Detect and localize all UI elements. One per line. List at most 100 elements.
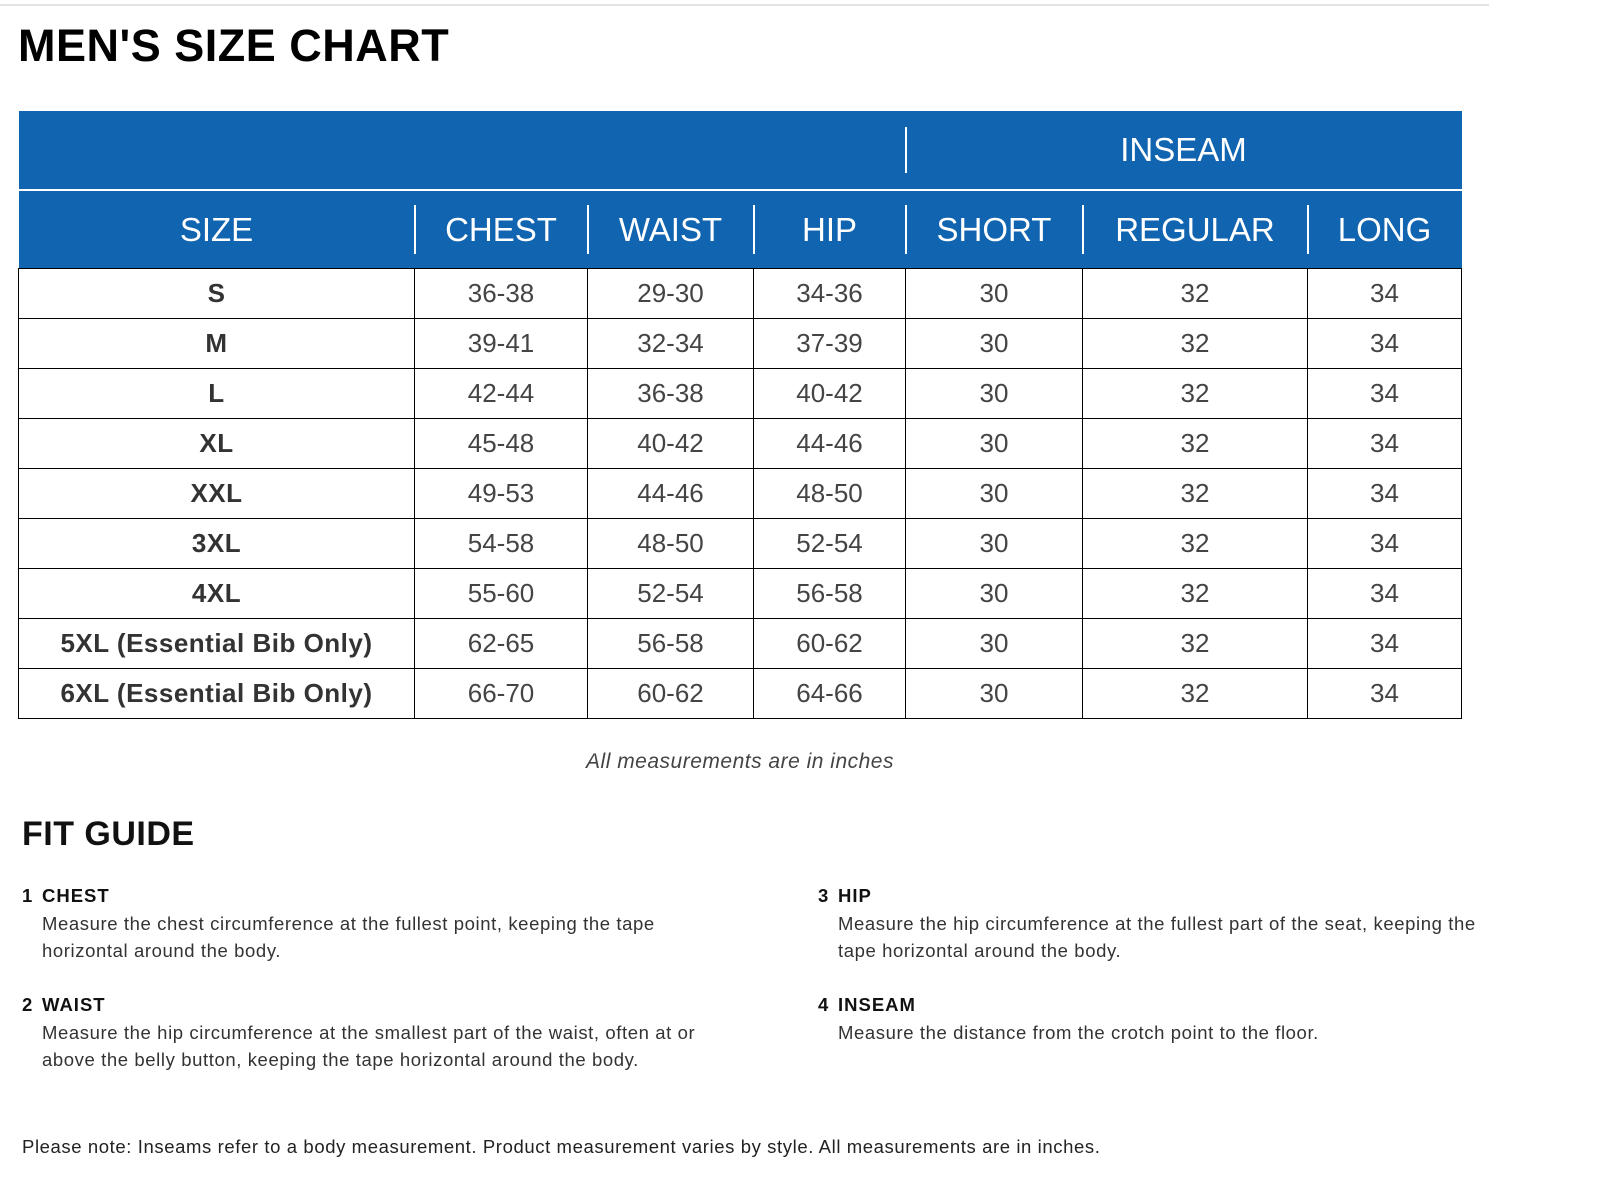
fit-guide-title: FIT GUIDE: [22, 815, 195, 853]
cell-size: 4XL: [18, 568, 415, 619]
cell-short: 30: [905, 318, 1083, 369]
cell-waist: 56-58: [587, 618, 754, 669]
group-header-row: INSEAM: [18, 111, 1462, 190]
cell-regular: 32: [1082, 418, 1308, 469]
fit-item-inseam: 4 INSEAM Measure the distance from the cr…: [818, 994, 1538, 1046]
cell-chest: 55-60: [414, 568, 588, 619]
fit-item-text: Measure the hip circumference at the sma…: [42, 1022, 696, 1043]
top-divider: [0, 4, 1489, 6]
table-row: XXL 49-53 44-46 48-50 30 32 34: [18, 468, 1463, 519]
cell-waist: 36-38: [587, 368, 754, 419]
cell-hip: 37-39: [753, 318, 906, 369]
cell-hip: 34-36: [753, 268, 906, 319]
cell-size: 5XL (Essential Bib Only): [18, 618, 415, 669]
cell-short: 30: [905, 568, 1083, 619]
cell-chest: 42-44: [414, 368, 588, 419]
cell-size: 3XL: [18, 518, 415, 569]
cell-short: 30: [905, 618, 1083, 669]
cell-size: XL: [18, 418, 415, 469]
table-row: 3XL 54-58 48-50 52-54 30 32 34: [18, 518, 1463, 569]
cell-hip: 64-66: [753, 668, 906, 719]
table-row: XL 45-48 40-42 44-46 30 32 34: [18, 418, 1463, 469]
cell-chest: 54-58: [414, 518, 588, 569]
column-header-regular: REGULAR: [1081, 189, 1308, 269]
table-row: S 36-38 29-30 34-36 30 32 34: [18, 268, 1463, 319]
cell-waist: 52-54: [587, 568, 754, 619]
table-row: M 39-41 32-34 37-39 30 32 34: [18, 318, 1463, 369]
cell-short: 30: [905, 468, 1083, 519]
table-row: 4XL 55-60 52-54 56-58 30 32 34: [18, 568, 1463, 619]
fit-item-text: tape horizontal around the body.: [838, 940, 1122, 961]
cell-regular: 32: [1082, 568, 1308, 619]
cell-hip: 56-58: [753, 568, 906, 619]
cell-hip: 52-54: [753, 518, 906, 569]
cell-regular: 32: [1082, 468, 1308, 519]
fit-item-text: horizontal around the body.: [42, 940, 282, 961]
cell-chest: 62-65: [414, 618, 588, 669]
fit-item-waist: 2 WAIST Measure the hip circumference at …: [22, 994, 742, 1073]
fit-item-label: INSEAM: [838, 994, 916, 1015]
fit-item-chest: 1 CHEST Measure the chest circumference a…: [22, 885, 742, 964]
fit-item-text: above the belly button, keeping the tape…: [42, 1049, 639, 1070]
cell-waist: 48-50: [587, 518, 754, 569]
cell-regular: 32: [1082, 668, 1308, 719]
cell-short: 30: [905, 268, 1083, 319]
fit-item-number: 3: [818, 885, 830, 906]
cell-regular: 32: [1082, 368, 1308, 419]
page-title: MEN'S SIZE CHART: [18, 20, 450, 71]
cell-size: 6XL (Essential Bib Only): [18, 668, 415, 719]
cell-long: 34: [1306, 318, 1463, 369]
cell-regular: 32: [1082, 518, 1308, 569]
cell-size: M: [18, 318, 415, 369]
fit-item-number: 2: [22, 994, 34, 1015]
cell-hip: 44-46: [753, 418, 906, 469]
cell-chest: 36-38: [414, 268, 588, 319]
fit-item-label: CHEST: [42, 885, 110, 906]
measurement-note: All measurements are in inches: [586, 750, 894, 773]
cell-waist: 40-42: [587, 418, 754, 469]
cell-size: S: [18, 268, 415, 319]
cell-long: 34: [1306, 518, 1463, 569]
table-row: 6XL (Essential Bib Only) 66-70 60-62 64-66 3…: [18, 668, 1463, 719]
fit-item-label: HIP: [838, 885, 872, 906]
cell-long: 34: [1306, 468, 1463, 519]
column-header-size: SIZE: [18, 189, 415, 269]
cell-short: 30: [905, 518, 1083, 569]
cell-short: 30: [905, 668, 1083, 719]
cell-long: 34: [1306, 618, 1463, 669]
cell-short: 30: [905, 368, 1083, 419]
size-chart-table: INSEAM SIZE CHEST WAIST HIP SHORT REGULA…: [18, 111, 1463, 719]
cell-regular: 32: [1082, 618, 1308, 669]
column-header-long: LONG: [1306, 189, 1462, 269]
fit-item-text: Measure the distance from the crotch poi…: [838, 1022, 1319, 1043]
fit-item-hip: 3 HIP Measure the hip circumference at th…: [818, 885, 1538, 964]
cell-size: XXL: [18, 468, 415, 519]
cell-waist: 32-34: [587, 318, 754, 369]
group-header-blank: [18, 111, 906, 190]
cell-long: 34: [1306, 668, 1463, 719]
cell-long: 34: [1306, 368, 1463, 419]
cell-long: 34: [1306, 568, 1463, 619]
cell-hip: 60-62: [753, 618, 906, 669]
cell-chest: 39-41: [414, 318, 588, 369]
cell-size: L: [18, 368, 415, 419]
column-header-row: SIZE CHEST WAIST HIP SHORT REGULAR LONG: [18, 189, 1462, 269]
cell-chest: 45-48: [414, 418, 588, 469]
cell-long: 34: [1306, 418, 1463, 469]
column-header-short: SHORT: [904, 189, 1083, 269]
footer-note: Please note: Inseams refer to a body mea…: [22, 1136, 1101, 1157]
cell-waist: 44-46: [587, 468, 754, 519]
cell-short: 30: [905, 418, 1083, 469]
table-row: 5XL (Essential Bib Only) 62-65 56-58 60-62 3…: [18, 618, 1463, 669]
fit-item-number: 1: [22, 885, 34, 906]
fit-item-label: WAIST: [42, 994, 106, 1015]
cell-chest: 66-70: [414, 668, 588, 719]
fit-item-number: 4: [818, 994, 830, 1015]
column-header-waist: WAIST: [586, 189, 754, 269]
cell-regular: 32: [1082, 318, 1308, 369]
table-row: L 42-44 36-38 40-42 30 32 34: [18, 368, 1463, 419]
cell-waist: 60-62: [587, 668, 754, 719]
column-header-chest: CHEST: [413, 189, 588, 269]
cell-regular: 32: [1082, 268, 1308, 319]
cell-long: 34: [1306, 268, 1463, 319]
